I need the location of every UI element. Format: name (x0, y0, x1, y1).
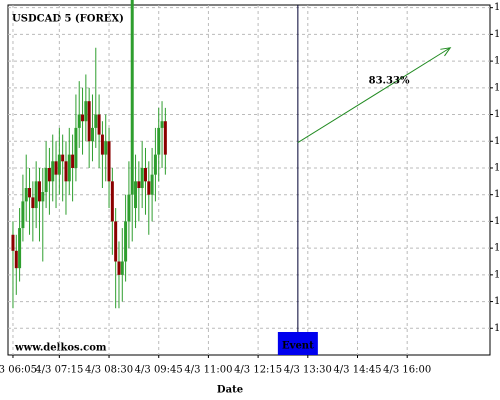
candle-body (114, 221, 118, 262)
candle-body (81, 114, 85, 122)
projection-line (297, 47, 451, 144)
candle-body (71, 154, 75, 168)
candle-body (130, 0, 134, 195)
candle-body (97, 114, 101, 135)
candle-body (140, 167, 144, 189)
candle-body (120, 261, 124, 275)
candle-body (163, 121, 167, 155)
candle-body (147, 181, 151, 195)
projection-label: 83.33% (369, 76, 410, 87)
y-tick-label: 1.3353 (494, 216, 500, 227)
y-tick-label: 1.3369 (494, 2, 500, 13)
candle-body (41, 192, 45, 202)
candle-body (37, 181, 41, 202)
y-tick-label: 1.3357 (494, 162, 500, 173)
candle-body (153, 154, 157, 175)
candle-body (18, 228, 22, 269)
candle-body (107, 141, 111, 182)
candle-body (110, 181, 114, 222)
candle-body (100, 134, 104, 155)
y-tick-label: 1.3351 (494, 243, 500, 254)
y-tick-label: 1.3365 (494, 56, 500, 67)
candle-body (47, 167, 51, 182)
candle-body (90, 127, 94, 142)
x-tick-label: 4/3 08:30 (85, 365, 133, 376)
x-tick-label: 4/3 11:00 (184, 365, 232, 376)
x-tick-label: 4/3 12:15 (234, 365, 282, 376)
candle-body (24, 188, 28, 202)
candle-body (143, 167, 147, 182)
chart-title: USDCAD 5 (FOREX) (12, 14, 124, 25)
candle-body (160, 121, 164, 128)
y-tick-label: 1.3345 (494, 323, 500, 334)
candle-body (104, 141, 108, 155)
plot-frame (7, 4, 491, 356)
candle-body (157, 127, 161, 155)
event-box (277, 332, 318, 355)
y-tick-label: 1.3359 (494, 136, 500, 147)
candle-body (11, 234, 15, 251)
candle-body (84, 101, 88, 122)
candle-body (77, 114, 81, 128)
x-tick-label: 4/3 06:05 (0, 365, 37, 376)
candle-body (150, 174, 154, 195)
x-tick-label: 4/3 07:15 (35, 365, 83, 376)
candle-body (61, 154, 65, 162)
candle-body (137, 181, 141, 189)
y-tick-label: 1.3355 (494, 189, 500, 200)
y-tick-label: 1.3363 (494, 82, 500, 93)
candle-body (67, 154, 71, 182)
y-tick-label: 1.3349 (494, 269, 500, 280)
candle-body (124, 221, 128, 262)
x-tick-label: 4/3 09:45 (135, 365, 183, 376)
candle-body (14, 250, 18, 269)
candle-body (21, 201, 25, 229)
candle-body (94, 114, 98, 128)
candle-body (54, 161, 58, 175)
y-tick-label: 1.3367 (494, 29, 500, 40)
candle-body (34, 181, 38, 209)
x-axis-label: Date (217, 385, 243, 396)
candle-body (28, 188, 32, 198)
projection-arrowhead (440, 47, 452, 57)
x-tick-label: 4/3 14:45 (333, 365, 381, 376)
candle-body (87, 101, 91, 142)
candle-body (57, 154, 61, 175)
candle-body (64, 161, 68, 182)
event-label: Event (282, 341, 314, 352)
watermark: www.delkos.com (14, 343, 107, 354)
y-tick-label: 1.3347 (494, 296, 500, 307)
x-tick-label: 4/3 13:30 (284, 365, 332, 376)
candle-body (117, 261, 121, 275)
x-tick-label: 4/3 16:00 (383, 365, 431, 376)
candle-body (134, 181, 138, 209)
y-tick-label: 1.3361 (494, 109, 500, 120)
candle-body (74, 127, 78, 168)
candle-body (127, 194, 131, 222)
candle-body (31, 197, 35, 209)
candle-body (51, 161, 55, 182)
candle-body (44, 167, 48, 193)
